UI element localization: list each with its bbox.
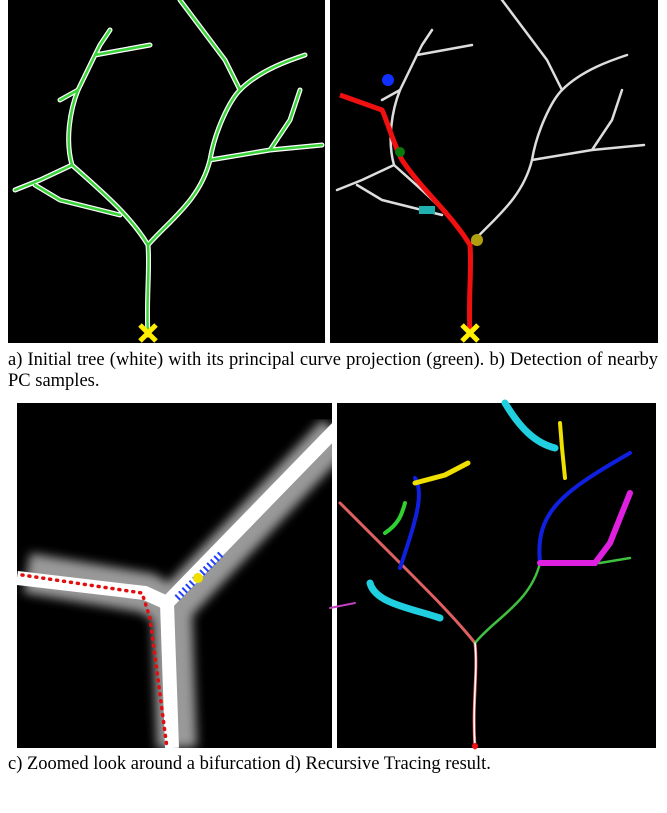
caption-top: a) Initial tree (white) with its princip… — [8, 350, 658, 392]
panel-d — [337, 403, 656, 748]
page: a) Initial tree (white) with its princip… — [0, 0, 667, 813]
figure-images — [0, 0, 667, 813]
caption-bottom: c) Zoomed look around a bifurcation d) R… — [8, 754, 658, 775]
